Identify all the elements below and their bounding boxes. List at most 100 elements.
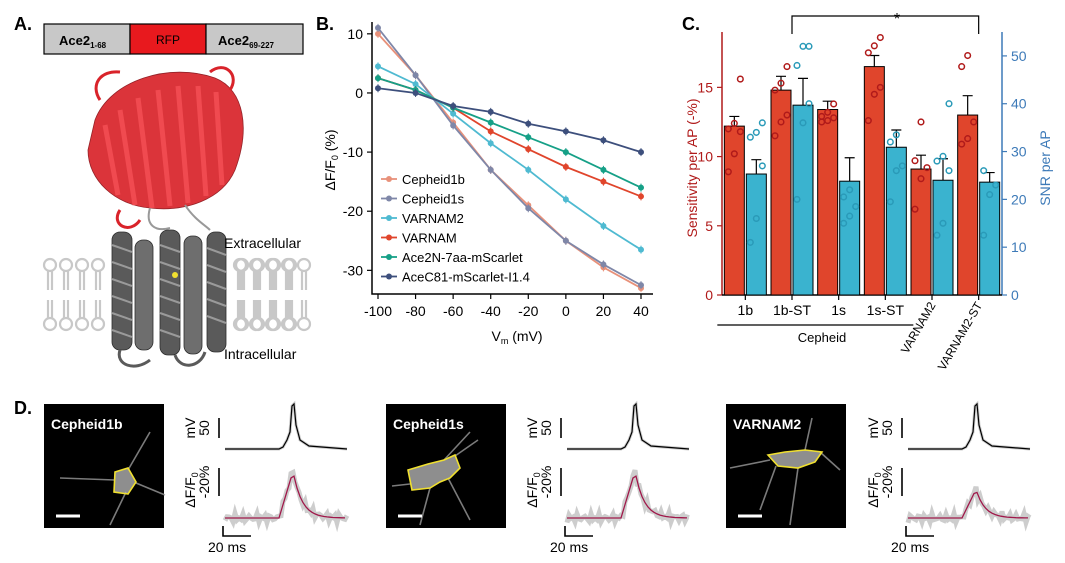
lipid-head	[58, 316, 74, 332]
right-tick-label: 0	[1011, 287, 1019, 303]
lipid-tail	[270, 300, 278, 318]
lipid-head	[280, 316, 296, 332]
left-tick-label: 10	[697, 149, 713, 165]
y-tick-label: 10	[347, 26, 363, 42]
sensitivity-point	[876, 33, 884, 42]
panel-a-letter: A.	[14, 14, 32, 34]
panel-c-letter: C.	[682, 14, 700, 34]
legend-swatch-dot	[386, 176, 392, 182]
sensitivity-point	[864, 49, 872, 57]
construct-ace2-left: Ace21-68	[59, 33, 107, 50]
snr-bar	[885, 146, 907, 296]
bar-chart: 0 5 10 15 0 10 20 30 40 50 1b 1b-ST 1s 1s-STVARNAM2VA…	[697, 15, 1027, 373]
lipid-tail	[62, 300, 70, 318]
fluorescence-mean	[908, 491, 1028, 519]
snr-error	[891, 129, 902, 148]
snr-point	[805, 100, 813, 108]
x-tick-label: 0	[562, 303, 570, 319]
lipid-head	[90, 316, 106, 332]
voltage-trace	[225, 402, 348, 450]
y-tick-label: -20	[343, 203, 363, 219]
rfp-barrel	[87, 66, 244, 229]
sensitivity-point	[724, 125, 732, 133]
data-point	[450, 110, 457, 117]
sensitivity-error	[962, 95, 973, 116]
lipid-head	[264, 316, 280, 332]
series-line	[377, 77, 642, 189]
legend-label: VARNAM2	[402, 211, 464, 226]
category-label: VARNAM2	[898, 299, 939, 356]
series-line	[377, 27, 642, 286]
snr-point	[945, 167, 953, 175]
snr-point	[886, 198, 894, 206]
data-point	[412, 89, 419, 96]
data-point	[525, 134, 532, 141]
sensitivity-point	[911, 205, 919, 213]
left-tick-label: 15	[697, 79, 713, 95]
lipid-head	[232, 257, 248, 273]
df-scale-value: -20%	[879, 466, 895, 499]
snr-point	[892, 167, 900, 175]
snr-point	[752, 214, 760, 223]
sensitivity-point	[870, 42, 878, 50]
lipid-head	[74, 257, 90, 273]
data-point	[638, 149, 644, 156]
snr-point	[799, 42, 807, 50]
neurites	[391, 431, 479, 526]
right-tick-label: 10	[1011, 239, 1027, 255]
legend-swatch-dot	[386, 215, 392, 221]
series-line	[377, 65, 642, 251]
data-point	[525, 205, 532, 212]
data-point	[638, 282, 644, 289]
panel-b: B. 10 0 -10 -20 -30 -100 -80 -60 -40 -20 0 20 40 Ceph…	[316, 14, 653, 346]
panel-a: A. Ace21-68 RFP Ace269-227	[14, 14, 312, 368]
chart-b-axes	[371, 22, 653, 295]
panel-d-letter: D.	[14, 398, 32, 418]
voltage-trace	[908, 402, 1031, 450]
lipid-head	[232, 316, 248, 332]
data-point	[487, 166, 494, 173]
category-label: 1b-ST	[773, 302, 812, 318]
series-line	[377, 87, 642, 153]
snr-point	[939, 219, 947, 227]
lipid-head	[248, 257, 264, 273]
data-point	[562, 128, 569, 135]
data-point	[375, 85, 381, 92]
lipid-tail	[78, 300, 86, 318]
data-point	[600, 166, 607, 173]
lipid-head	[90, 257, 106, 273]
data-point	[375, 75, 381, 82]
snr-point	[933, 231, 941, 239]
chart-b-ylabel: ΔF/F0 (%)	[322, 129, 340, 190]
lipid-tail	[254, 300, 262, 318]
right-tick-label: 20	[1011, 191, 1027, 207]
y-tick-label: -30	[343, 262, 363, 278]
cell-image	[44, 404, 164, 528]
fluorescence-trials	[222, 468, 350, 533]
extracellular-label: Extracellular	[224, 235, 301, 251]
y-tick-label: -10	[343, 144, 363, 160]
time-scale-bar	[222, 526, 251, 537]
right-tick-label: 40	[1011, 96, 1027, 112]
sensitivity-point	[876, 83, 884, 91]
data-point	[562, 237, 569, 244]
snr-bar	[839, 180, 861, 296]
sensitivity-point	[783, 111, 791, 119]
legend-label: Cepheid1b	[402, 172, 465, 187]
snr-bar	[792, 104, 814, 296]
snr-point	[933, 157, 941, 165]
snr-point	[746, 133, 754, 141]
lipid-tail	[300, 271, 308, 290]
cell-name: VARNAM2	[733, 416, 801, 432]
series-VARNAM2	[375, 62, 644, 254]
legend-swatch-dot	[386, 254, 392, 260]
category-label: VARNAM2-ST	[935, 299, 986, 373]
snr-point	[752, 128, 760, 136]
roi-outline	[407, 453, 461, 491]
lipid-tail	[62, 271, 70, 290]
snr-point	[840, 219, 848, 227]
snr-point	[793, 195, 801, 203]
data-point	[487, 119, 494, 126]
data-point	[487, 108, 494, 115]
lipid-tail	[252, 300, 260, 318]
